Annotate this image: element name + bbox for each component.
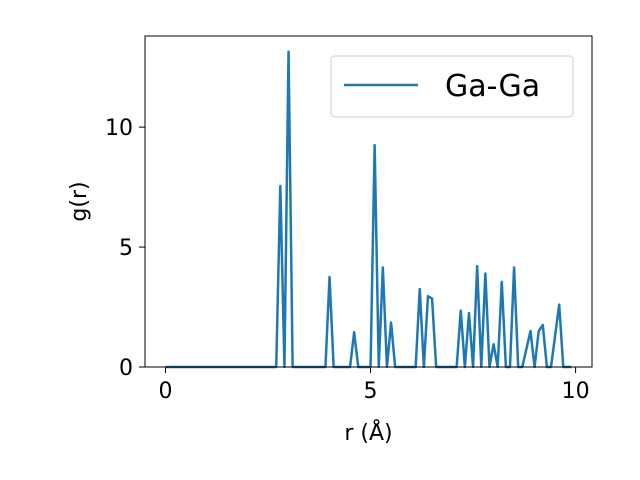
axes-frame: [144, 35, 593, 368]
x-tick-label: 10: [562, 379, 590, 404]
legend-label: Ga-Ga: [445, 69, 540, 104]
legend-box: [330, 55, 574, 118]
legend: Ga-Ga: [330, 55, 574, 118]
tick-layer: 0 5 10 0 5 10: [105, 116, 590, 404]
y-tick-label: 5: [119, 236, 133, 261]
x-tick-label: 0: [159, 379, 173, 404]
y-axis-label: g(r): [67, 181, 92, 221]
y-tick-label: 10: [105, 116, 133, 141]
x-axis-label: r (Å): [344, 419, 392, 446]
x-tick-label: 5: [364, 379, 378, 404]
y-tick-label: 0: [119, 356, 133, 381]
